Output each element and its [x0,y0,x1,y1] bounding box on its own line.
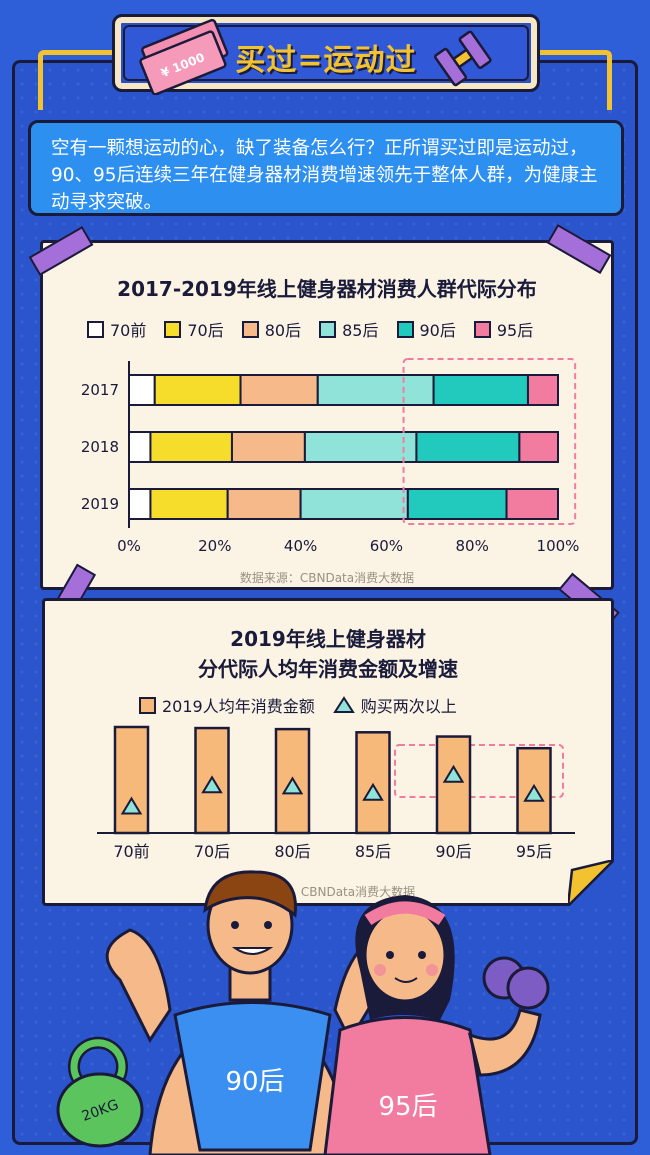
legend-label: 80后 [264,321,302,340]
bar [113,725,150,835]
legend-label: 85后 [342,321,379,340]
triangle-marker [362,782,384,801]
bar [435,735,472,835]
bar-segment [128,374,156,406]
triangle-marker [201,775,223,794]
chart2-svg: 70前 70后 80后 85后 90后 95后 [97,725,575,861]
legend-swatch [396,320,414,338]
woman-figure: 95后 [323,895,550,1155]
title-banner: ¥ 1000 买过=运动过 [112,14,540,95]
category-label: 95后 [516,842,552,861]
chart2-title-line2: 分代际人均年消费金额及增速 [198,657,458,681]
highlight-box [402,358,577,525]
category-label: 70前 [113,842,149,861]
chart2-title-line1: 2019年线上健身器材 [230,627,426,651]
legend-item: 85后 [319,317,379,341]
legend-swatch [241,320,259,338]
legend-label: 70后 [187,321,224,340]
bar [194,726,230,835]
illustration-people: 20KG 90后 95后 [56,870,550,1155]
bar-segment [415,431,521,463]
legend-label: 2019人均年消费金额 [162,697,315,716]
intro-text: 空有一颗想运动的心，缺了装备怎么行？正所谓买过即是运动过，90、95后连续三年在… [28,120,624,216]
chart-card-distribution: 2017-2019年线上健身器材消费人群代际分布 70前 70后 80后 85后 90后… [40,240,614,590]
legend-swatch [319,320,337,338]
dumbbell-icon [482,956,550,1010]
bar [274,727,311,835]
chart-card-spending: 2019年线上健身器材 分代际人均年消费金额及增速 2019人均年消费金额 购买两… [42,598,614,906]
bar-segment [239,374,319,406]
legend-item: 80后 [241,317,302,341]
man-shirt-label: 90后 [225,1067,284,1097]
bar-segment [406,488,508,520]
triangle-marker [120,796,143,815]
bar-segment [526,374,560,406]
category-label: 2018 [81,438,119,456]
bar-segment [128,431,152,463]
legend-item: 95后 [473,317,534,341]
legend-label: 90后 [419,321,456,340]
legend-item: 2019人均年消费金额 [139,693,315,717]
bar-segment [153,374,242,406]
chart1-source: 数据来源：CBNData消费大数据 [239,571,415,585]
category-label: 90后 [435,842,471,861]
highlight-box [394,744,564,798]
legend-swatch [164,320,182,338]
dumbbell-icon [434,30,492,87]
bar-segment [299,488,409,520]
chart1-title: 2017-2019年线上健身器材消费人群代际分布 [117,277,537,301]
bar-segment [230,431,306,463]
x-tick-label: 20% [198,537,231,553]
legend-item: 购买两次以上 [332,693,457,717]
triangle-marker [281,776,304,795]
legend-swatch [139,696,156,714]
chart1-legend: 70前 70后 80后 85后 90后 95后 [87,317,551,341]
legend-triangle [332,696,355,713]
woman-shirt-label: 95后 [378,1092,437,1122]
bar-segment [149,431,233,463]
category-label: 70后 [194,842,230,861]
chart2-legend: 2019人均年消费金额 购买两次以上 [139,693,475,717]
page-title: 买过=运动过 [235,43,417,78]
legend-item: 70前 [87,317,146,341]
x-tick-label: 100% [537,537,580,553]
legend-item: 70后 [164,317,224,341]
bar-segment [303,431,418,463]
category-label: 85后 [355,842,391,861]
bar-segment [149,488,229,520]
legend-swatch [473,320,491,338]
triangle-marker [523,783,545,802]
bar-segment [316,374,435,406]
man-figure: 90后 [105,870,398,1155]
bar-segment [505,488,559,520]
x-tick-label: 0% [117,537,141,553]
legend-label: 95后 [496,321,534,340]
page-curl [568,860,614,906]
category-label: 80后 [274,842,310,861]
x-tick-label: 80% [456,537,489,553]
bar-segment [432,374,529,406]
legend-label: 70前 [110,321,147,340]
x-tick-label: 60% [370,537,403,553]
category-label: 2017 [81,381,119,399]
bar-segment [518,431,560,463]
legend-label: 购买两次以上 [360,697,457,716]
legend-item: 90后 [396,317,456,341]
x-tick-label: 40% [284,537,317,553]
kettlebell-icon: 20KG [56,1036,144,1148]
bar-segment [226,488,302,520]
category-label: 2019 [81,495,119,513]
bar [355,731,391,835]
bar-segment [128,488,152,520]
legend-swatch [87,320,104,338]
chart1-svg: 2017 2018 2019 0% 20% 40% 60% 80% 100% [81,358,580,553]
money-icon: ¥ 1000 [139,18,229,95]
triangle-marker [442,764,465,783]
